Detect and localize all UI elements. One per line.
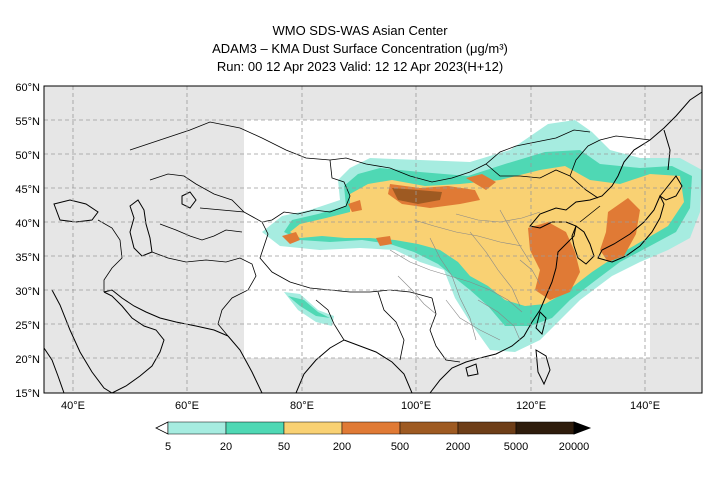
colorbar-label: 2000: [446, 441, 470, 453]
colorbar-bin: [341, 421, 401, 435]
lat-tick-label: 35°N: [15, 252, 40, 264]
lat-tick-label: 45°N: [15, 184, 40, 196]
latitude-labels: 15°N 20°N 25°N 30°N 35°N 40°N 45°N 50°N …: [15, 82, 40, 400]
lon-tick-label: 140°E: [630, 400, 660, 412]
lat-tick-label: 20°N: [15, 354, 40, 366]
province-borders: [389, 209, 541, 341]
lat-tick-label: 60°N: [15, 82, 40, 94]
title-line-1: WMO SDS-WAS Asian Center: [272, 23, 448, 38]
colorbar-under-arrow: [155, 421, 169, 435]
colorbar-label: 5: [165, 441, 171, 453]
lat-tick-label: 25°N: [15, 320, 40, 332]
country-borders: [97, 121, 651, 363]
title-line-3: Run: 00 12 Apr 2023 Valid: 12 12 Apr 202…: [216, 59, 504, 74]
graticule: [44, 86, 702, 393]
lat-tick-label: 40°N: [15, 218, 40, 230]
lon-tick-label: 120°E: [516, 400, 546, 412]
colorbar-label: 200: [333, 441, 351, 453]
title-line-2: ADAM3 – KMA Dust Surface Concentration (…: [212, 41, 508, 56]
lon-tick-label: 100°E: [401, 400, 431, 412]
lat-tick-label: 55°N: [15, 116, 40, 128]
longitude-labels: 40°E 60°E 80°E 100°E 120°E 140°E: [61, 400, 660, 412]
colorbar-label: 20: [220, 441, 232, 453]
colorbar-labels: 5 20 50 200 500 2000 5000 20000: [165, 441, 589, 453]
lon-tick-label: 80°E: [290, 400, 314, 412]
colorbar-label: 20000: [559, 441, 590, 453]
map-frame: [43, 85, 703, 394]
colorbar-bin: [283, 421, 343, 435]
colorbar-bin: [515, 421, 575, 435]
lon-tick-label: 60°E: [175, 400, 199, 412]
lat-tick-label: 30°N: [15, 286, 40, 298]
colorbar-bin: [167, 421, 227, 435]
lat-tick-label: 15°N: [15, 388, 40, 400]
colorbar-bin: [225, 421, 285, 435]
lat-tick-label: 50°N: [15, 150, 40, 162]
colorbar-over-arrow: [573, 421, 592, 435]
colorbar-label: 5000: [504, 441, 528, 453]
colorbar: [155, 421, 592, 435]
lon-tick-label: 40°E: [61, 400, 85, 412]
no-data-region: [44, 86, 702, 393]
colorbar-label: 50: [278, 441, 290, 453]
colorbar-bin: [457, 421, 517, 435]
colorbar-bin: [399, 421, 459, 435]
colorbar-label: 500: [391, 441, 409, 453]
